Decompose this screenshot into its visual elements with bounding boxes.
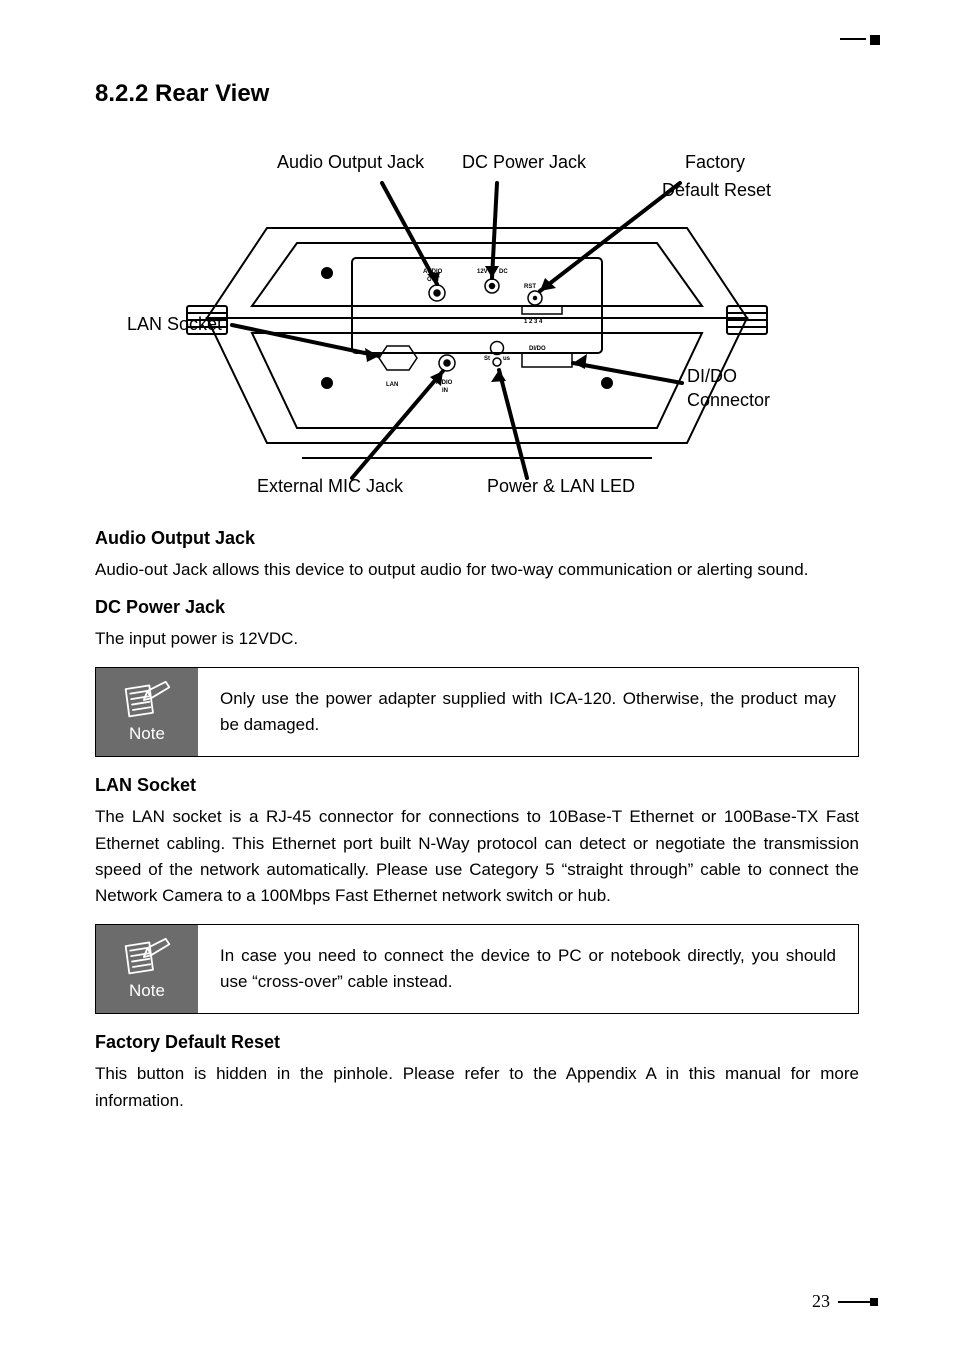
label-factory2: Default Reset bbox=[662, 180, 771, 202]
corner-decoration bbox=[840, 38, 880, 46]
heading-lan-socket: LAN Socket bbox=[95, 775, 859, 796]
svg-text:12V: 12V bbox=[477, 269, 488, 275]
label-power-led: Power & LAN LED bbox=[487, 476, 635, 498]
label-lan-socket: LAN Socket bbox=[127, 314, 222, 336]
text-dc-power: The input power is 12VDC. bbox=[95, 626, 859, 652]
note-box-1: Note Only use the power adapter supplied… bbox=[95, 667, 859, 758]
note-label: Note bbox=[129, 724, 165, 744]
svg-text:IN: IN bbox=[442, 388, 448, 394]
note-icon-area: Note bbox=[96, 668, 198, 757]
text-lan-socket: The LAN socket is a RJ-45 connector for … bbox=[95, 804, 859, 909]
label-dido2: Connector bbox=[687, 390, 770, 412]
page-number: 23 bbox=[812, 1291, 830, 1312]
notepad-icon bbox=[120, 937, 175, 977]
label-dido1: DI/DO bbox=[687, 366, 737, 388]
note-icon-area: Note bbox=[96, 925, 198, 1014]
page: 8.2.2 Rear View bbox=[0, 0, 954, 1354]
note-text-2: In case you need to connect the device t… bbox=[220, 943, 836, 996]
svg-text:LAN: LAN bbox=[386, 382, 398, 388]
svg-text:1 2 3 4: 1 2 3 4 bbox=[524, 319, 543, 325]
label-dc-power: DC Power Jack bbox=[462, 152, 586, 174]
label-audio-output: Audio Output Jack bbox=[277, 152, 424, 174]
footer-decoration bbox=[838, 1301, 876, 1303]
heading-dc-power: DC Power Jack bbox=[95, 597, 859, 618]
page-footer: 23 bbox=[812, 1291, 876, 1312]
note-text-1: Only use the power adapter supplied with… bbox=[220, 686, 836, 739]
text-factory-reset: This button is hidden in the pinhole. Pl… bbox=[95, 1061, 859, 1114]
rear-view-diagram: AUDIO OUT 12V DC RST 1 2 3 4 LAN AUDIO I… bbox=[127, 138, 827, 508]
heading-factory-reset: Factory Default Reset bbox=[95, 1032, 859, 1053]
note-box-2: Note In case you need to connect the dev… bbox=[95, 924, 859, 1015]
note-body-area: In case you need to connect the device t… bbox=[198, 925, 858, 1014]
svg-text:DI/DO: DI/DO bbox=[529, 346, 546, 352]
section-heading: 8.2.2 Rear View bbox=[95, 80, 859, 108]
label-factory1: Factory bbox=[685, 152, 745, 174]
svg-text:RST: RST bbox=[524, 284, 536, 290]
note-body-area: Only use the power adapter supplied with… bbox=[198, 668, 858, 757]
label-ext-mic: External MIC Jack bbox=[257, 476, 403, 498]
svg-text:us: us bbox=[503, 356, 511, 362]
svg-text:DC: DC bbox=[499, 269, 508, 275]
text-audio-output: Audio-out Jack allows this device to out… bbox=[95, 557, 859, 583]
svg-text:St: St bbox=[484, 356, 490, 362]
notepad-icon bbox=[120, 680, 175, 720]
note-label: Note bbox=[129, 981, 165, 1001]
heading-audio-output: Audio Output Jack bbox=[95, 528, 859, 549]
